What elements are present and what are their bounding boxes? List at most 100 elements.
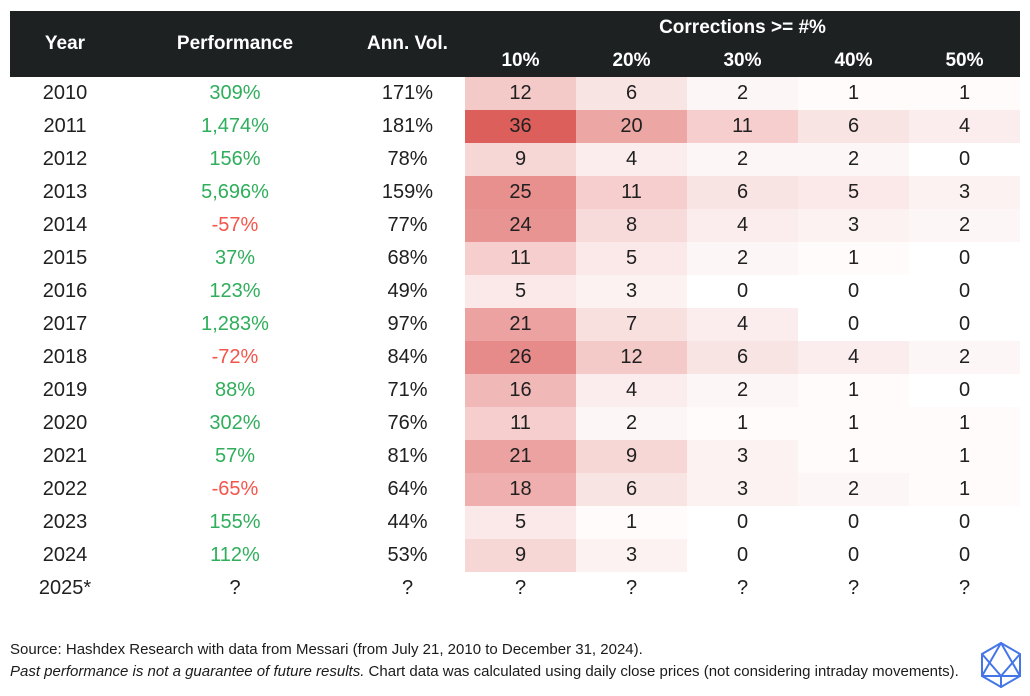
year-cell: 2025* (38, 577, 92, 599)
performance-cell: 1,474% (201, 115, 269, 137)
table-row: 2012 156% 78% 9 4 2 2 0 (10, 143, 1020, 176)
correction-cell: 5 (465, 275, 576, 308)
correction-cell: 4 (798, 341, 909, 374)
table-body: 2010 309% 171% 12 6 2 1 1 2011 1,474% 181% 36 20 11 6 4… (10, 77, 1020, 605)
correction-cell: 1 (687, 407, 798, 440)
correction-cell: 5 (576, 242, 687, 275)
correction-cell: 0 (798, 539, 909, 572)
performance-cell: 57% (214, 445, 256, 467)
correction-cell: 12 (576, 341, 687, 374)
disclaimer-note: Past performance is not a guarantee of f… (10, 661, 959, 683)
ann-vol-cell: 68% (387, 247, 428, 269)
ann-vol-cell: 44% (387, 511, 428, 533)
disclaimer-italic: Past performance is not a guarantee of f… (10, 663, 365, 680)
correction-cell: 21 (465, 308, 576, 341)
performance-cell: 302% (209, 412, 261, 434)
correction-cell: 6 (687, 341, 798, 374)
ann-vol-cell: 81% (387, 445, 428, 467)
correction-cell: 2 (687, 143, 798, 176)
table-row: 2025*??????? (10, 572, 1020, 605)
footer-notes: Source: Hashdex Research with data from … (10, 639, 959, 683)
table-row: 2022 -65% 64% 18 6 3 2 1 (10, 473, 1020, 506)
table-row: 2010 309% 171% 12 6 2 1 1 (10, 77, 1020, 110)
column-header-performance: Performance (176, 33, 294, 54)
correction-cell: 0 (687, 275, 798, 308)
table-header-row: Year Performance Ann. Vol. Corrections >… (10, 11, 1020, 77)
table-row: 2015 37% 68% 11 5 2 1 0 (10, 242, 1020, 275)
correction-cell: 8 (576, 209, 687, 242)
correction-cell: ? (847, 577, 860, 599)
year-cell: 2018 (42, 346, 88, 368)
correction-cell: 4 (576, 374, 687, 407)
correction-cell: 0 (909, 143, 1020, 176)
performance-cell: 1,283% (201, 313, 269, 335)
ann-vol-cell: 171% (381, 82, 434, 104)
correction-cell: 2 (909, 209, 1020, 242)
correction-cell: 6 (576, 77, 687, 110)
disclaimer-regular: Chart data was calculated using daily cl… (368, 663, 959, 680)
year-cell: 2024 (42, 544, 88, 566)
correction-cell: 11 (465, 242, 576, 275)
correction-level-header: 50% (945, 49, 984, 71)
correction-cell: 4 (576, 143, 687, 176)
correction-cell: 0 (798, 506, 909, 539)
correction-cell: 4 (687, 308, 798, 341)
correction-cell: 2 (687, 242, 798, 275)
correction-cell: 36 (465, 110, 576, 143)
table-row: 2017 1,283% 97% 21 7 4 0 0 (10, 308, 1020, 341)
ann-vol-cell: 181% (381, 115, 434, 137)
year-cell: 2021 (42, 445, 88, 467)
table-row: 2024 112% 53% 9 3 0 0 0 (10, 539, 1020, 572)
year-cell: 2022 (42, 478, 88, 500)
correction-cell: 24 (465, 209, 576, 242)
correction-cell: 2 (909, 341, 1020, 374)
correction-cell: 6 (687, 176, 798, 209)
performance-cell: 112% (210, 544, 260, 566)
year-cell: 2017 (42, 313, 88, 335)
correction-cell: 0 (909, 308, 1020, 341)
correction-cell: 0 (687, 539, 798, 572)
correction-cell: 3 (687, 440, 798, 473)
correction-cell: 6 (798, 110, 909, 143)
ann-vol-cell: 64% (387, 478, 428, 500)
year-cell: 2010 (42, 82, 88, 104)
correction-cell: 11 (465, 407, 576, 440)
correction-cell: 0 (798, 275, 909, 308)
correction-cell: 9 (576, 440, 687, 473)
correction-cell: 11 (576, 176, 687, 209)
hashdex-polyhedron-logo-icon (981, 642, 1021, 688)
ann-vol-cell: 53% (387, 544, 428, 566)
correction-cell: ? (514, 577, 527, 599)
table-row: 2011 1,474% 181% 36 20 11 6 4 (10, 110, 1020, 143)
year-cell: 2020 (42, 412, 88, 434)
correction-cell: 1 (798, 374, 909, 407)
correction-cell: 1 (909, 440, 1020, 473)
correction-cell: 26 (465, 341, 576, 374)
column-header-ann-vol: Ann. Vol. (367, 33, 448, 54)
corrections-group-label: Corrections >= #% (659, 16, 826, 38)
correction-cell: 2 (687, 374, 798, 407)
correction-cell: 2 (798, 473, 909, 506)
ann-vol-cell: 97% (387, 313, 428, 335)
ann-vol-cell: 159% (381, 181, 434, 203)
performance-cell: -57% (211, 214, 259, 236)
year-cell: 2016 (42, 280, 88, 302)
year-cell: 2011 (43, 115, 87, 137)
correction-cell: 3 (687, 473, 798, 506)
source-note: Source: Hashdex Research with data from … (10, 641, 643, 658)
correction-cell: 1 (576, 506, 687, 539)
correction-cell: 2 (687, 77, 798, 110)
correction-cell: 2 (798, 143, 909, 176)
correction-cell: 3 (576, 275, 687, 308)
table-row: 2020 302% 76% 11 2 1 1 1 (10, 407, 1020, 440)
performance-cell: 155% (209, 511, 261, 533)
correction-cell: 5 (798, 176, 909, 209)
performance-cell: 5,696% (201, 181, 269, 203)
correction-cell: 11 (687, 110, 798, 143)
year-cell: 2015 (42, 247, 88, 269)
year-cell: 2019 (42, 379, 88, 401)
correction-cell: 0 (909, 242, 1020, 275)
table-row: 2023 155% 44% 5 1 0 0 0 (10, 506, 1020, 539)
performance-cell: ? (229, 577, 241, 599)
